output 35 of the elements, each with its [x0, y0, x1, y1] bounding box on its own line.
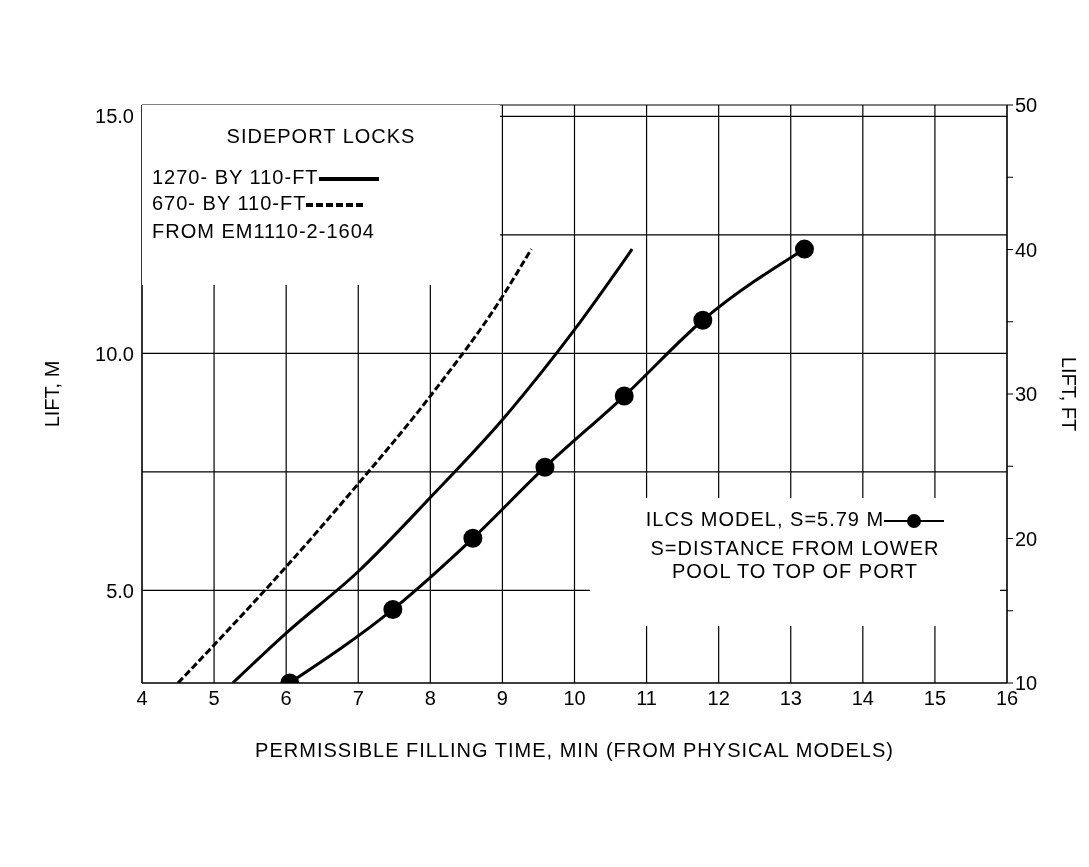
x-tick-label: 14: [851, 687, 874, 710]
point: [383, 599, 403, 619]
x-tick-label: 12: [707, 687, 730, 710]
y2-axis-title: LIFT, FT: [1057, 356, 1080, 432]
x-tick-label: 7: [352, 687, 364, 710]
y2-tick-label: 30: [1015, 383, 1038, 406]
y2-tick-label: 50: [1015, 94, 1038, 117]
point: [614, 386, 634, 406]
point: [794, 239, 814, 259]
x-tick-label: 11: [636, 687, 657, 710]
legend-title: SIDEPORT LOCKS: [225, 125, 417, 148]
legend-label: ILCS MODEL, S=5.79 M: [644, 508, 886, 531]
x-tick-label: 8: [424, 687, 436, 710]
y2-tick-label: 20: [1015, 527, 1038, 550]
point: [693, 310, 713, 330]
x-tick-label: 13: [779, 687, 802, 710]
x-tick-label: 6: [280, 687, 292, 710]
y-tick-label: 5.0: [106, 579, 134, 602]
x-tick-label: 4: [136, 687, 148, 710]
point: [463, 528, 483, 548]
annotation: FROM EM1110-2-1604: [152, 220, 376, 243]
x-tick-label: 10: [563, 687, 586, 710]
y-axis-title: LIFT, M: [41, 360, 64, 428]
annotation: S=DISTANCE FROM LOWER POOL TO TOP OF PORT: [649, 537, 941, 583]
y-tick-label: 10.0: [95, 342, 134, 365]
x-tick-label: 5: [208, 687, 220, 710]
legend-label: 670- BY 110-FT: [152, 191, 308, 216]
y2-tick-label: 40: [1015, 238, 1038, 261]
x-axis-title: PERMISSIBLE FILLING TIME, MIN (FROM PHYSICAL MODELS): [255, 739, 894, 762]
x-tick-label: 9: [496, 687, 508, 710]
note-panel: ILCS MODEL, S=5.79 M S=DISTANCE FROM LOWER POOL TO TOP OF PORT: [590, 498, 1000, 626]
y-tick-label: 15.0: [95, 105, 134, 128]
x-tick-label: 15: [923, 687, 947, 710]
point: [535, 457, 555, 477]
legend-label: 1270- BY 110-FT: [152, 165, 320, 190]
